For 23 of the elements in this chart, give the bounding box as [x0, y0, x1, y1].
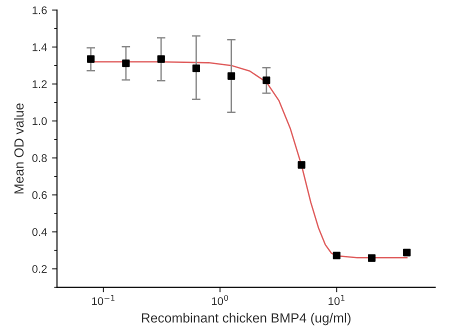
point [262, 76, 270, 84]
y-tick-label: 1.6 [32, 6, 47, 14]
point [332, 252, 340, 260]
y-tick-label: 0.6 [32, 191, 47, 200]
y-tick-label: 1.2 [32, 80, 47, 88]
point [368, 254, 376, 262]
x-tick-label: 10$^{−1}$ [92, 295, 114, 306]
point [298, 161, 306, 169]
point [228, 72, 236, 80]
y-tick-label: 0.4 [32, 228, 47, 236]
y-tick-label: 1.0 [32, 117, 47, 126]
x-tick-label: 10$^{1}$ [328, 295, 344, 306]
point [87, 55, 95, 63]
point [157, 55, 165, 63]
point [122, 60, 130, 68]
x-tick-label: 10$^{0}$ [212, 294, 228, 306]
y-tick-label: 1.4 [32, 43, 47, 52]
x-axis-title: Recombinant chicken BMP4 (ug/ml) [142, 312, 351, 326]
y-tick-label: 0.8 [32, 154, 47, 162]
y-tick-label: 0.2 [32, 265, 47, 273]
y-axis-title: Mean OD value [14, 103, 24, 194]
point [192, 64, 200, 72]
point [403, 248, 411, 256]
